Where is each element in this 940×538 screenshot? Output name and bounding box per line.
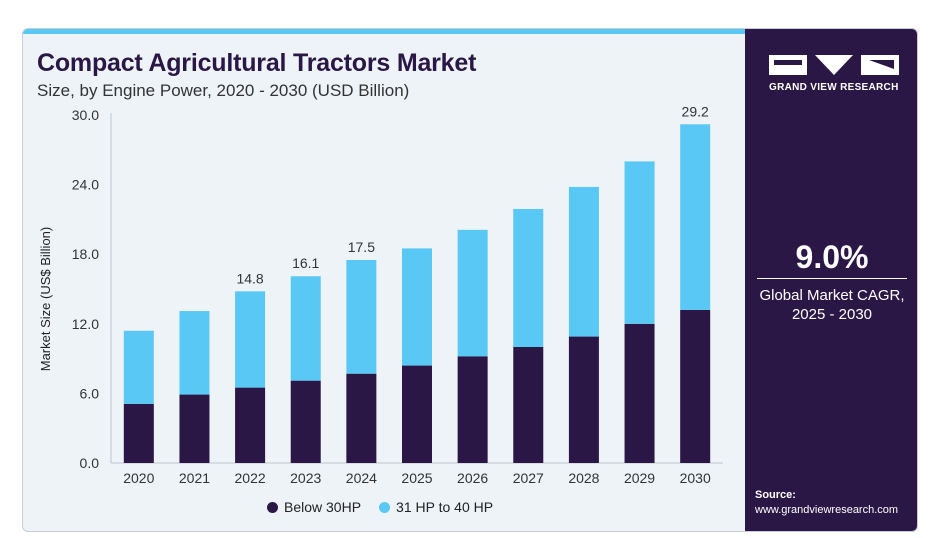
x-tick-label: 2029 bbox=[624, 470, 655, 486]
grand-view-research-logo bbox=[769, 55, 899, 75]
data-label-2030: 29.2 bbox=[682, 103, 709, 119]
cagr-label-line2: 2025 - 2030 bbox=[791, 306, 873, 323]
legend: Below 30HP 31 HP to 40 HP bbox=[267, 499, 493, 515]
legend-item-31-40hp: 31 HP to 40 HP bbox=[379, 499, 493, 515]
x-tick-label: 2027 bbox=[513, 470, 544, 486]
cagr-label: Global Market CAGR, 2025 - 2030 bbox=[745, 286, 917, 324]
x-tick-label: 2021 bbox=[179, 470, 210, 486]
chart-subtitle: Size, by Engine Power, 2020 - 2030 (USD … bbox=[37, 81, 410, 100]
chart-card: Compact Agricultural Tractors Market Siz… bbox=[22, 28, 918, 532]
y-tick-label: 30.0 bbox=[72, 107, 99, 123]
bar-31-40hp-2026 bbox=[457, 229, 488, 357]
cagr-divider bbox=[757, 278, 907, 279]
x-tick-label: 2030 bbox=[680, 470, 711, 486]
bar-31-40hp-2027 bbox=[513, 208, 544, 347]
source-label: Source: bbox=[755, 489, 796, 501]
x-tick-label: 2022 bbox=[235, 470, 266, 486]
bar-below-30hp-2023 bbox=[290, 380, 321, 463]
bar-31-40hp-2029 bbox=[624, 161, 655, 324]
legend-label-below-30hp: Below 30HP bbox=[284, 499, 362, 515]
legend-label-31-40hp: 31 HP to 40 HP bbox=[396, 499, 494, 515]
bar-below-30hp-2021 bbox=[179, 394, 210, 463]
data-label-2023: 16.1 bbox=[292, 255, 319, 271]
cagr-label-line1: Global Market CAGR, bbox=[759, 287, 905, 304]
y-axis-title: Market Size (US$ Billion) bbox=[38, 227, 53, 372]
bar-31-40hp-2028 bbox=[568, 186, 599, 337]
data-label-2024: 17.5 bbox=[348, 239, 375, 255]
y-tick-label: 0.0 bbox=[80, 455, 100, 471]
legend-item-below-30hp: Below 30HP bbox=[267, 499, 361, 515]
bar-below-30hp-2022 bbox=[235, 387, 266, 463]
info-panel: GRAND VIEW RESEARCH 9.0% Global Market C… bbox=[745, 29, 917, 531]
bar-31-40hp-2024 bbox=[346, 260, 377, 374]
stacked-bar-chart: 0.0 6.0 12.0 18.0 24.0 30.0 Market Size (US$ B… bbox=[38, 103, 723, 486]
y-tick-label: 18.0 bbox=[72, 246, 99, 262]
accent-bar bbox=[23, 29, 745, 34]
y-tick-label: 6.0 bbox=[80, 385, 100, 401]
bar-below-30hp-2025 bbox=[402, 365, 432, 463]
chart-title: Compact Agricultural Tractors Market bbox=[37, 49, 477, 77]
bar-below-30hp-2027 bbox=[513, 347, 544, 463]
y-tick-label: 12.0 bbox=[72, 316, 99, 332]
data-label-2022: 14.8 bbox=[236, 270, 263, 286]
y-tick-label: 24.0 bbox=[72, 177, 99, 193]
x-tick-label: 2026 bbox=[457, 470, 488, 486]
bar-31-40hp-2023 bbox=[290, 276, 321, 381]
bar-31-40hp-2022 bbox=[235, 291, 266, 388]
bar-31-40hp-2020 bbox=[123, 330, 154, 404]
x-tick-label: 2025 bbox=[401, 470, 432, 486]
brand-name: GRAND VIEW RESEARCH bbox=[769, 82, 899, 93]
x-tick-label: 2020 bbox=[123, 470, 154, 486]
x-tick-label: 2023 bbox=[290, 470, 321, 486]
legend-swatch-below-30hp bbox=[267, 501, 278, 513]
bar-below-30hp-2028 bbox=[568, 336, 599, 463]
bar-below-30hp-2026 bbox=[457, 356, 488, 463]
source-url[interactable]: www.grandviewresearch.com bbox=[755, 504, 899, 516]
bar-below-30hp-2024 bbox=[346, 373, 377, 463]
x-tick-label: 2028 bbox=[568, 470, 599, 486]
bar-below-30hp-2020 bbox=[123, 403, 154, 463]
bar-31-40hp-2030 bbox=[680, 124, 711, 310]
x-tick-label: 2024 bbox=[346, 470, 377, 486]
bar-below-30hp-2029 bbox=[624, 323, 655, 463]
bar-31-40hp-2025 bbox=[402, 248, 432, 366]
bar-below-30hp-2030 bbox=[680, 309, 711, 463]
cagr-value: 9.0% bbox=[795, 239, 869, 275]
legend-swatch-31-40hp bbox=[379, 501, 391, 513]
bar-31-40hp-2021 bbox=[179, 311, 210, 395]
